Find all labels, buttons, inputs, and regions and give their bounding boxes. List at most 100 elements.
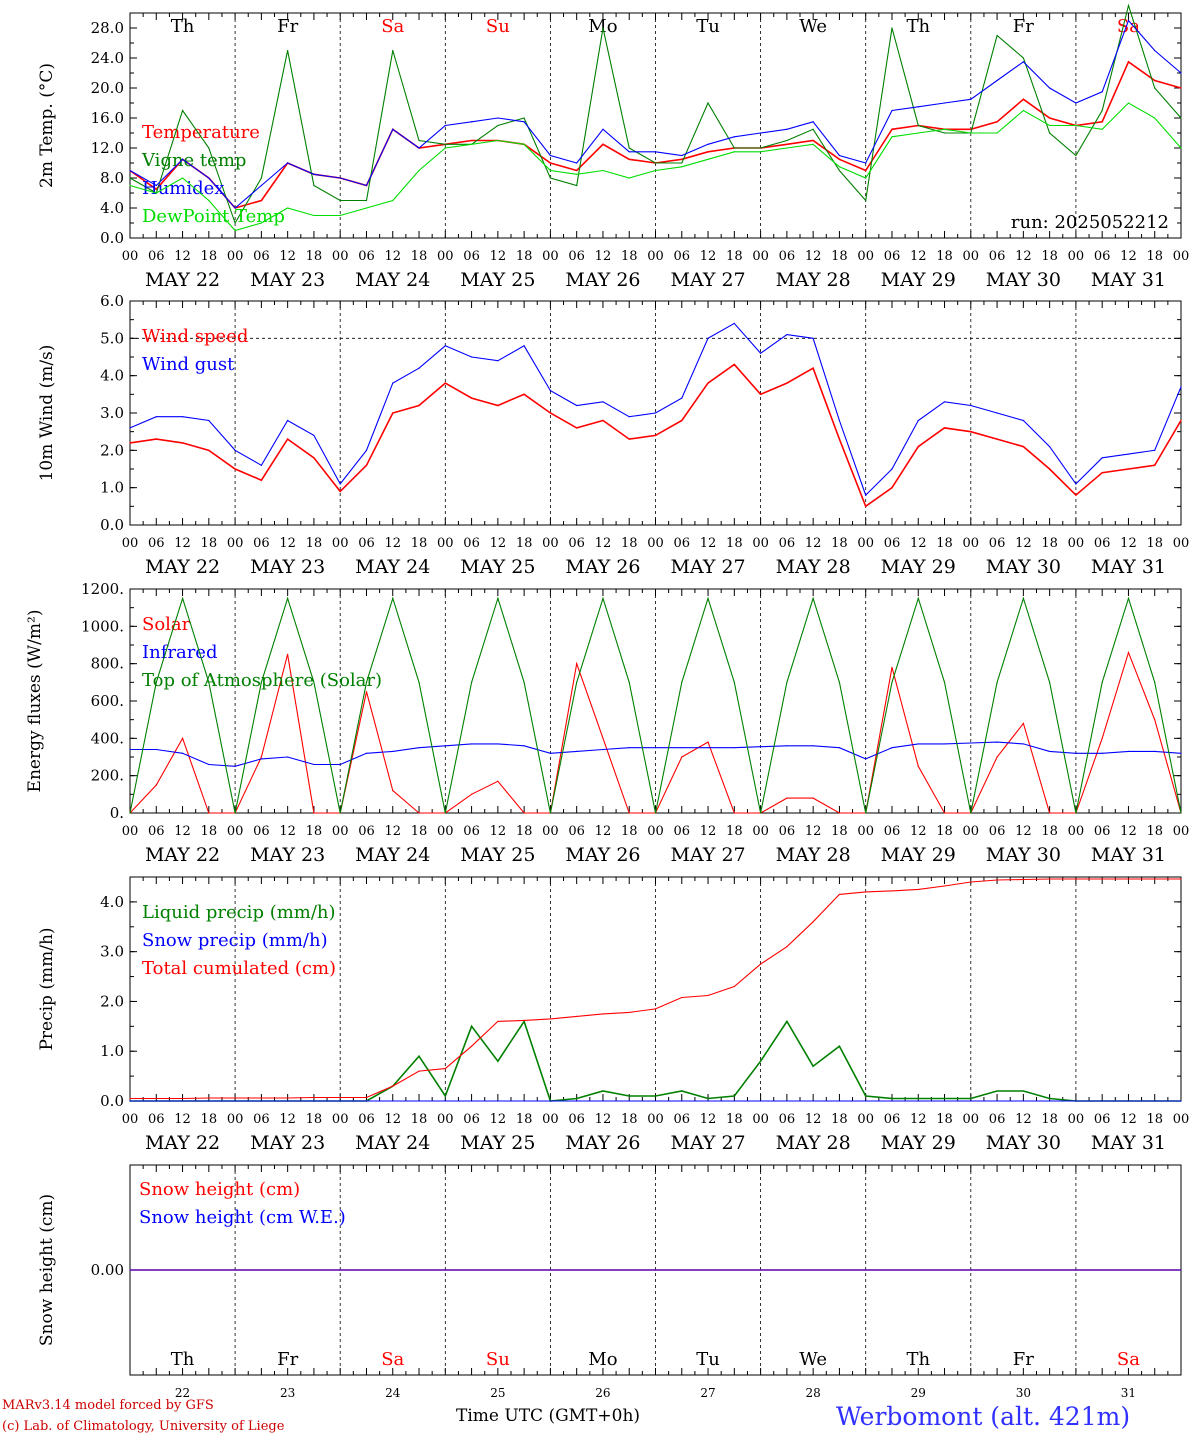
data-point <box>1075 124 1077 127</box>
data-point <box>602 1090 604 1092</box>
hour-tick-label: 18 <box>1041 824 1058 839</box>
day-number-label: 26 <box>595 1386 610 1400</box>
data-point <box>1049 750 1051 753</box>
hour-tick-label: 12 <box>384 249 401 264</box>
data-point <box>523 812 525 814</box>
hour-tick-label: 18 <box>621 1112 638 1127</box>
data-point <box>1075 102 1077 104</box>
hour-tick-label: 06 <box>1094 824 1111 839</box>
data-point <box>760 151 762 153</box>
data-point <box>444 745 446 747</box>
data-point <box>260 756 262 758</box>
date-label: MAY 28 <box>776 1132 851 1154</box>
hour-tick-label: 06 <box>148 536 165 551</box>
y-tick-label: 3.0 <box>100 943 124 961</box>
hour-tick-label: 06 <box>1094 536 1111 551</box>
data-point <box>392 382 394 384</box>
data-point <box>444 1095 446 1097</box>
date-label: MAY 25 <box>460 1132 535 1154</box>
data-point <box>1022 109 1024 112</box>
data-point <box>865 162 867 164</box>
data-point <box>970 128 972 130</box>
data-point <box>760 132 762 134</box>
date-label: MAY 29 <box>881 1132 956 1154</box>
date-label: MAY 29 <box>881 556 956 578</box>
data-point <box>208 763 210 766</box>
data-point <box>549 412 552 414</box>
hour-tick-label: 00 <box>857 249 874 264</box>
data-point <box>260 479 262 481</box>
legend-entry: Snow height (cm) <box>139 1179 300 1200</box>
data-point <box>891 109 893 112</box>
data-point <box>1049 1100 1051 1102</box>
data-point <box>260 1100 262 1102</box>
hour-tick-label: 06 <box>674 249 691 264</box>
data-point <box>181 109 184 112</box>
y-tick-label: 0.00 <box>91 1261 124 1279</box>
date-label: MAY 25 <box>460 556 535 578</box>
hour-tick-label: 18 <box>516 1112 533 1127</box>
data-point <box>1022 878 1024 881</box>
hour-tick-label: 06 <box>463 1112 480 1127</box>
data-point <box>497 1020 499 1022</box>
data-point <box>602 1100 604 1102</box>
data-point <box>576 1015 578 1017</box>
y-tick-label: 3.0 <box>100 404 124 422</box>
hour-tick-label: 06 <box>568 536 585 551</box>
legend-entry: Liquid precip (mm/h) <box>142 902 336 923</box>
data-point <box>681 158 683 160</box>
data-point <box>470 143 473 145</box>
data-point <box>392 1100 394 1102</box>
data-point <box>208 812 210 814</box>
data-point <box>129 1269 131 1271</box>
data-point <box>418 367 420 369</box>
data-point <box>1180 1100 1182 1102</box>
date-label: MAY 23 <box>250 1132 325 1154</box>
data-point <box>602 1013 604 1015</box>
data-point <box>260 1097 262 1099</box>
data-point <box>208 147 210 149</box>
hour-tick-label: 12 <box>1120 1112 1137 1127</box>
data-point <box>287 438 289 440</box>
data-point <box>392 128 394 130</box>
data-point <box>786 1100 788 1102</box>
data-point <box>1180 1269 1182 1271</box>
data-point <box>838 893 841 896</box>
series-line-humidex <box>129 19 1182 209</box>
data-point <box>418 681 420 683</box>
hour-tick-label: 00 <box>752 249 769 264</box>
hour-tick-label: 12 <box>384 536 401 551</box>
weekday-label: Fr <box>277 1349 298 1370</box>
data-point <box>943 743 946 745</box>
hour-tick-label: 12 <box>910 536 927 551</box>
data-point <box>234 449 236 451</box>
data-point <box>129 177 131 179</box>
data-point <box>760 147 762 149</box>
data-point <box>129 442 131 444</box>
data-point <box>865 505 867 507</box>
hour-tick-label: 06 <box>358 536 375 551</box>
data-point <box>996 121 998 123</box>
data-point <box>576 162 578 164</box>
data-point <box>654 151 657 153</box>
data-point <box>1127 102 1130 104</box>
date-label: MAY 30 <box>986 269 1061 291</box>
hour-tick-label: 12 <box>1015 1112 1032 1127</box>
data-point <box>1127 597 1130 599</box>
data-point <box>1127 4 1130 7</box>
data-point <box>287 419 289 422</box>
data-point <box>917 124 919 127</box>
data-point <box>970 431 972 433</box>
data-point <box>208 199 210 202</box>
data-point <box>287 1100 289 1102</box>
data-point <box>339 490 341 492</box>
data-point <box>1022 597 1024 599</box>
data-point <box>654 169 657 172</box>
day-number-label: 22 <box>175 1386 190 1400</box>
hour-tick-label: 18 <box>726 249 743 264</box>
data-point <box>313 214 315 217</box>
date-label: MAY 24 <box>355 269 430 291</box>
data-point <box>628 1100 630 1102</box>
data-point <box>576 1100 578 1102</box>
